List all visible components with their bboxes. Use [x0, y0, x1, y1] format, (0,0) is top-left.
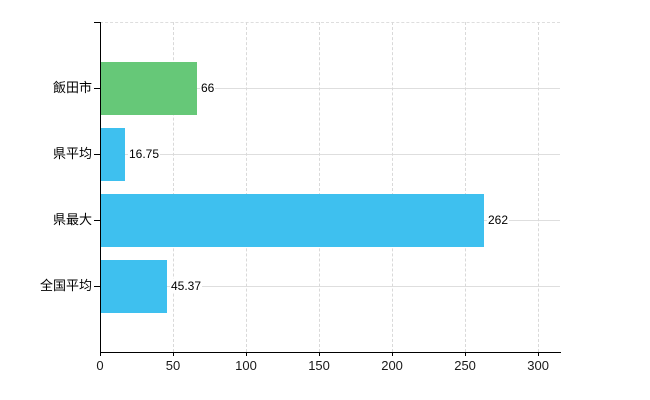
y-axis-tick	[94, 286, 100, 287]
x-axis-tick-label: 100	[235, 358, 257, 373]
x-axis-tick	[246, 352, 248, 356]
x-axis-tick-label: 150	[308, 358, 330, 373]
x-axis-tick	[465, 352, 467, 356]
x-axis-tick-label: 250	[454, 358, 476, 373]
gridline-vertical	[246, 22, 248, 352]
y-axis-tick	[94, 22, 100, 23]
x-axis-tick-label: 0	[96, 358, 104, 373]
y-axis-line	[100, 22, 101, 352]
gridline-vertical	[538, 22, 540, 352]
gridline-vertical	[392, 22, 394, 352]
bar	[101, 62, 197, 115]
bar-value-label: 66	[200, 80, 216, 96]
x-axis-tick	[100, 352, 101, 356]
bar	[101, 260, 167, 313]
gridline-horizontal	[100, 88, 560, 89]
category-label: 県平均	[52, 146, 92, 162]
y-axis-tick	[94, 220, 100, 221]
bar	[101, 194, 484, 247]
gridline-horizontal	[100, 154, 560, 155]
x-axis-tick	[392, 352, 394, 356]
x-axis-line	[100, 352, 561, 353]
gridline-vertical	[465, 22, 467, 352]
category-label: 県最大	[52, 212, 92, 228]
x-axis-tick-label: 50	[165, 358, 181, 373]
gridline-vertical	[173, 22, 175, 352]
bar-value-label: 262	[487, 212, 510, 228]
bar-value-label: 45.37	[170, 278, 203, 294]
x-axis-tick	[538, 352, 540, 356]
gridline-horizontal	[100, 22, 560, 23]
category-label: 全国平均	[39, 278, 92, 294]
bar-value-label: 16.75	[128, 146, 161, 162]
bar	[101, 128, 125, 181]
x-axis-tick-label: 300	[527, 358, 549, 373]
x-axis-tick	[319, 352, 321, 356]
y-axis-tick	[94, 88, 100, 89]
x-axis-tick	[173, 352, 175, 356]
gridline-horizontal	[100, 286, 560, 287]
x-axis-tick-label: 200	[381, 358, 403, 373]
y-axis-tick	[94, 154, 100, 155]
gridline-vertical	[319, 22, 321, 352]
category-label: 飯田市	[52, 80, 92, 96]
